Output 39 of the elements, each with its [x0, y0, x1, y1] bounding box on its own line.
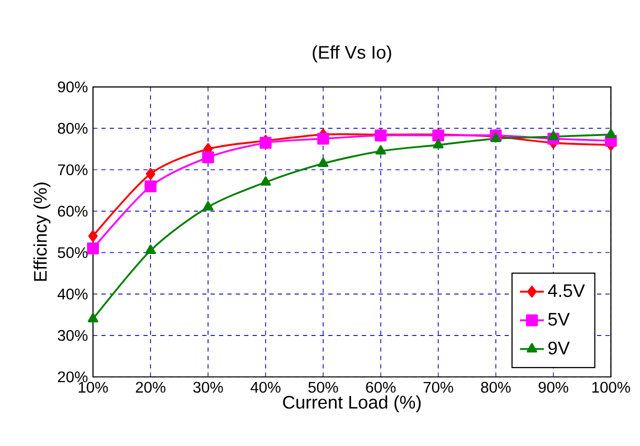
point [317, 132, 330, 145]
point [548, 130, 559, 140]
x-axis-title: Current Load (%) [283, 395, 421, 412]
x-tick-label: 60% [366, 382, 396, 393]
point [88, 313, 98, 322]
y-tick-label: 20% [58, 372, 88, 382]
point [260, 176, 271, 186]
x-tick-label: 70% [424, 382, 454, 393]
legend-label: 9V [548, 342, 570, 355]
y-tick-label: 70% [58, 164, 88, 176]
y-tick-label: 80% [58, 122, 88, 134]
y-axis-title: Efficincy (%) [33, 182, 50, 281]
x-tick-label: 50% [308, 382, 338, 393]
y-tick-label: 90% [58, 82, 88, 92]
x-tick-label: 90% [538, 382, 568, 393]
point [202, 151, 214, 164]
x-tick-label: 40% [250, 382, 280, 393]
legend-label: 4.5V [548, 284, 585, 298]
point [87, 242, 99, 254]
point [202, 201, 214, 211]
point [88, 230, 98, 242]
point [146, 168, 156, 180]
point [318, 158, 328, 168]
x-tick-label: 30% [193, 382, 223, 393]
x-tick-label: 80% [481, 382, 511, 393]
x-tick-label: 100% [592, 382, 630, 393]
point [432, 139, 444, 148]
point [375, 145, 386, 155]
y-tick-label: 50% [58, 247, 88, 258]
chart-title: (Eff Vs Io) [312, 45, 392, 62]
y-tick-label: 30% [58, 330, 88, 341]
legend-label: 5V [548, 313, 570, 326]
point [145, 244, 156, 254]
x-tick-label: 20% [136, 382, 166, 393]
x-tick-label: 10% [78, 382, 108, 393]
y-tick-label: 40% [58, 288, 88, 300]
point [606, 128, 616, 138]
y-tick-label: 60% [58, 206, 88, 217]
point [144, 180, 156, 192]
